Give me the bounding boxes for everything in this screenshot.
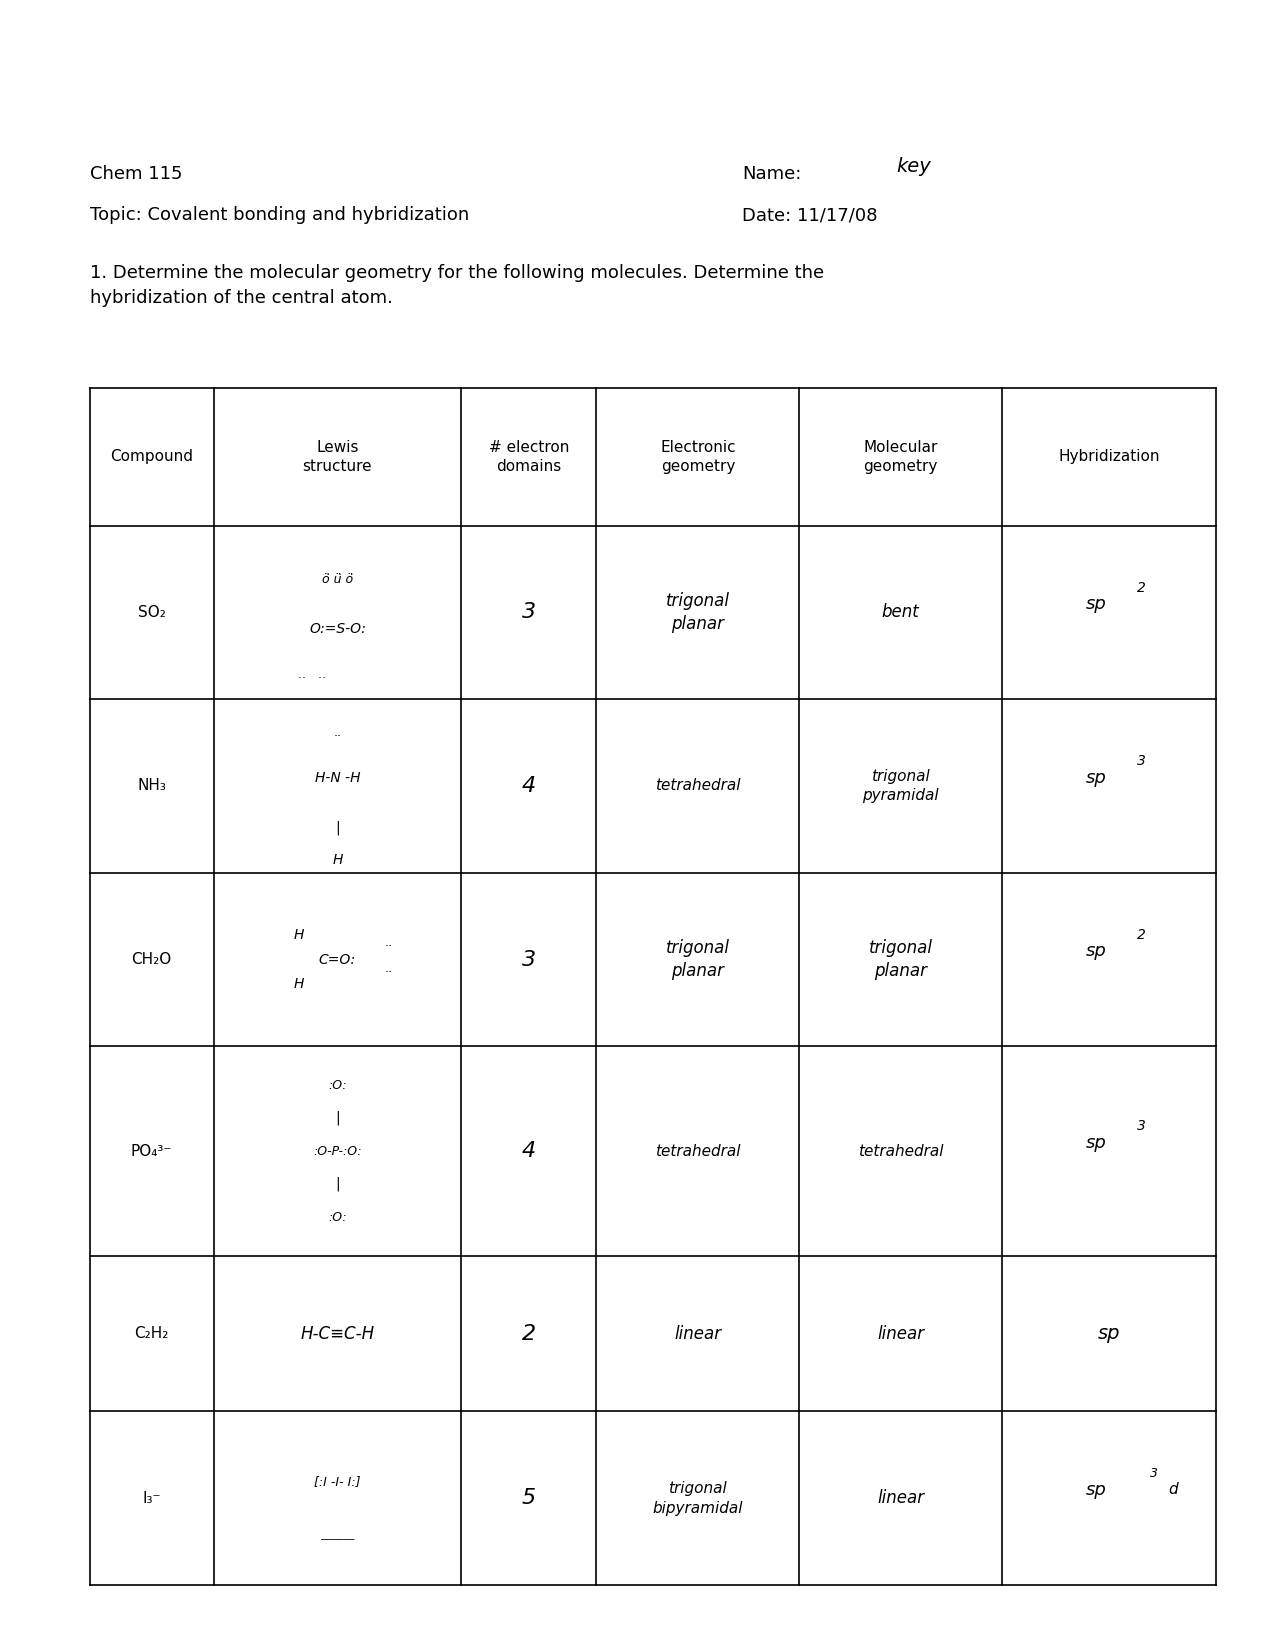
Text: linear: linear (877, 1489, 924, 1507)
Text: linear: linear (877, 1324, 924, 1342)
Text: tetrahedral: tetrahedral (655, 1144, 741, 1159)
Text: SO₂: SO₂ (138, 604, 165, 619)
Text: [:I -I- I:]: [:I -I- I:] (314, 1476, 361, 1488)
Text: C₂H₂: C₂H₂ (134, 1326, 169, 1341)
Text: CH₂O: CH₂O (132, 953, 172, 967)
Text: 2: 2 (1137, 928, 1146, 941)
Text: linear: linear (675, 1324, 722, 1342)
Text: ··   ··: ·· ·· (298, 672, 326, 685)
Text: sp: sp (1085, 769, 1107, 788)
Text: sp: sp (1098, 1324, 1120, 1344)
Text: H-C≡C-H: H-C≡C-H (301, 1324, 375, 1342)
Text: 3: 3 (1137, 1119, 1146, 1133)
Text: ö̇ ü̇ ö̇: ö̇ ü̇ ö̇ (321, 573, 353, 586)
Text: 4: 4 (522, 776, 536, 796)
Text: 3: 3 (1137, 755, 1146, 768)
Text: PO₄³⁻: PO₄³⁻ (131, 1144, 173, 1159)
Text: Date: 11/17/08: Date: 11/17/08 (742, 206, 878, 225)
Text: |: | (335, 821, 339, 834)
Text: sp: sp (1085, 1481, 1107, 1499)
Text: ··: ·· (384, 966, 393, 979)
Text: d: d (1169, 1483, 1178, 1497)
Text: trigonal
pyramidal: trigonal pyramidal (863, 769, 940, 804)
Text: sp: sp (1085, 943, 1107, 961)
Text: Topic: Covalent bonding and hybridization: Topic: Covalent bonding and hybridizatio… (90, 206, 468, 225)
Text: trigonal
planar: trigonal planar (869, 939, 933, 981)
Text: O:=S-O:: O:=S-O: (308, 622, 366, 636)
Text: ··: ·· (333, 730, 342, 743)
Text: 3: 3 (522, 603, 536, 622)
Text: tetrahedral: tetrahedral (858, 1144, 943, 1159)
Text: ··: ·· (384, 939, 393, 953)
Text: NH₃: NH₃ (137, 779, 166, 794)
Text: H: H (294, 977, 305, 991)
Text: :O:: :O: (328, 1078, 347, 1091)
Text: Hybridization: Hybridization (1059, 449, 1160, 464)
Text: Compound: Compound (110, 449, 193, 464)
Text: 5: 5 (522, 1488, 536, 1507)
Text: :O-P-:O:: :O-P-:O: (314, 1144, 362, 1157)
Text: H: H (333, 854, 343, 867)
Text: Chem 115: Chem 115 (90, 165, 182, 183)
Text: :O:: :O: (328, 1210, 347, 1223)
Text: H-N -H: H-N -H (315, 771, 360, 784)
Text: ―――: ――― (321, 1534, 355, 1544)
Text: bent: bent (882, 603, 919, 621)
Text: Electronic
geometry: Electronic geometry (660, 441, 736, 474)
Text: |: | (335, 1177, 339, 1192)
Text: key: key (896, 157, 931, 177)
Text: 1. Determine the molecular geometry for the following molecules. Determine the
h: 1. Determine the molecular geometry for … (90, 264, 824, 307)
Text: trigonal
bipyramidal: trigonal bipyramidal (653, 1481, 744, 1516)
Text: tetrahedral: tetrahedral (655, 779, 741, 794)
Text: Molecular
geometry: Molecular geometry (864, 441, 938, 474)
Text: C=O:: C=O: (319, 953, 356, 966)
Text: # electron
domains: # electron domains (489, 441, 570, 474)
Text: Lewis
structure: Lewis structure (302, 441, 372, 474)
Text: trigonal
planar: trigonal planar (666, 591, 730, 634)
Text: I₃⁻: I₃⁻ (142, 1491, 161, 1506)
Text: 4: 4 (522, 1141, 536, 1161)
Text: 2: 2 (1137, 581, 1146, 594)
Text: sp: sp (1085, 594, 1107, 613)
Text: trigonal
planar: trigonal planar (666, 939, 730, 981)
Text: Name:: Name: (742, 165, 801, 183)
Text: 3: 3 (1149, 1468, 1158, 1479)
Text: 2: 2 (522, 1324, 536, 1344)
Text: |: | (335, 1111, 339, 1126)
Text: sp: sp (1085, 1134, 1107, 1152)
Text: H: H (294, 928, 305, 941)
Text: 3: 3 (522, 949, 536, 969)
